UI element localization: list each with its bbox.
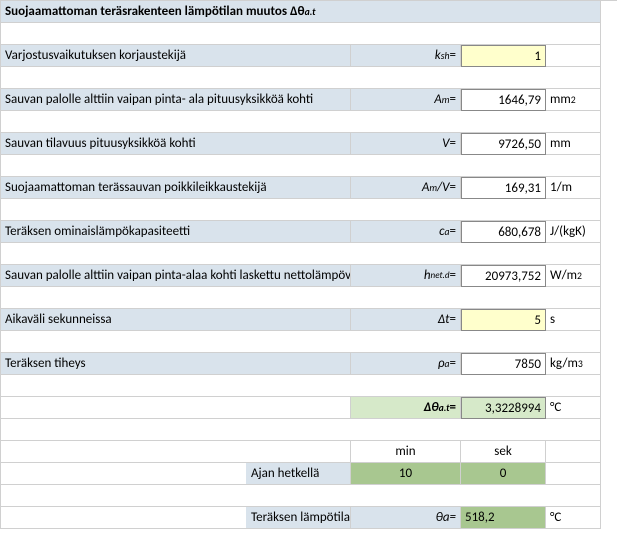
result1-unit: °C	[546, 397, 601, 419]
r8-symbol: ρa=	[351, 353, 461, 375]
blank	[1, 375, 601, 397]
blank	[1, 441, 351, 463]
r7-unit: s	[546, 309, 601, 331]
blank	[1, 67, 601, 89]
time-h-min: min	[351, 441, 461, 463]
r5-symbol: ca=	[351, 221, 461, 243]
r1-symbol: ksh=	[351, 45, 461, 67]
r4-value: 169,31	[461, 177, 546, 199]
temp-symbol: θa=	[351, 507, 461, 529]
temp-unit: °C	[546, 507, 601, 529]
title-text: Suojaamattoman teräsrakenteen lämpötilan…	[5, 4, 305, 19]
r8-unit: kg/m3	[546, 353, 601, 375]
blank	[546, 463, 601, 485]
blank	[1, 243, 601, 265]
r5-value: 680,678	[461, 221, 546, 243]
r8-value: 7850	[461, 353, 546, 375]
r7-symbol: Δt=	[351, 309, 461, 331]
blank	[1, 397, 351, 419]
r2-unit: mm2	[546, 89, 601, 111]
r7-value[interactable]: 5	[461, 309, 546, 331]
r8-label: Teräksen tiheys	[1, 353, 351, 375]
blank	[1, 419, 601, 441]
r4-label: Suojaamattoman terässauvan poikkileikkau…	[1, 177, 351, 199]
blank	[1, 331, 601, 353]
blank	[546, 441, 601, 463]
time-sek: 0	[461, 463, 546, 485]
time-min: 10	[351, 463, 461, 485]
title-sub: a.t	[305, 6, 316, 18]
time-label: Ajan hetkellä	[1, 463, 351, 485]
r1-unit	[546, 45, 601, 67]
r2-symbol: Am=	[351, 89, 461, 111]
blank	[1, 199, 601, 221]
r5-label: Teräksen ominaislämpökapasiteetti	[1, 221, 351, 243]
spreadsheet-grid: Suojaamattoman teräsrakenteen lämpötilan…	[0, 0, 617, 529]
r6-value: 20973,752	[461, 265, 546, 287]
r6-unit: W/m2	[546, 265, 601, 287]
blank	[1, 287, 601, 309]
r3-symbol: V=	[351, 133, 461, 155]
r2-label: Sauvan palolle alttiin vaipan pinta- ala…	[1, 89, 351, 111]
blank	[1, 155, 601, 177]
r2-value: 1646,79	[461, 89, 546, 111]
time-h-sek: sek	[461, 441, 546, 463]
temp-value: 518,2	[461, 507, 546, 529]
r3-value: 9726,50	[461, 133, 546, 155]
result1-symbol: Δθa.t=	[351, 397, 461, 419]
r6-symbol: hnet.d=	[351, 265, 461, 287]
r7-label: Aikaväli sekunneissa	[1, 309, 351, 331]
temp-label: Teräksen lämpötila	[1, 507, 351, 529]
r1-label: Varjostusvaikutuksen korjaustekijä	[1, 45, 351, 67]
r1-value[interactable]: 1	[461, 45, 546, 67]
blank	[1, 23, 601, 45]
blank	[1, 485, 601, 507]
r3-label: Sauvan tilavuus pituusyksikköä kohti	[1, 133, 351, 155]
blank	[1, 111, 601, 133]
r3-unit: mm	[546, 133, 601, 155]
r5-unit: J/(kgK)	[546, 221, 601, 243]
r4-symbol: Am/V=	[351, 177, 461, 199]
result1-value: 3,3228994	[461, 397, 546, 419]
r6-label: Sauvan palolle alttiin vaipan pinta-alaa…	[1, 265, 351, 287]
r4-unit: 1/m	[546, 177, 601, 199]
title-cell: Suojaamattoman teräsrakenteen lämpötilan…	[1, 1, 601, 23]
